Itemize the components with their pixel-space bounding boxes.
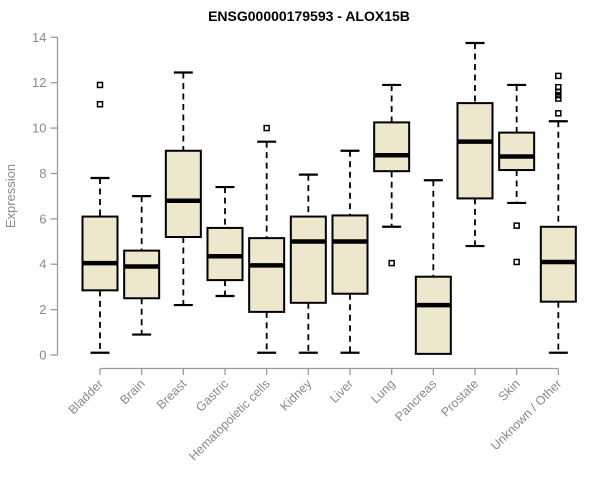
iqr-box — [206, 226, 244, 282]
x-tick-label: Prostate — [438, 377, 481, 420]
x-tick-label: Bladder — [66, 377, 106, 417]
iqr-box — [498, 131, 536, 172]
x-tick-label: Breast — [154, 376, 190, 412]
x-tick-label: Hematopoietic cells — [186, 377, 273, 464]
box-gastric — [206, 185, 244, 298]
y-tick-label: 12 — [32, 75, 46, 90]
y-axis-label: Expression — [3, 164, 18, 228]
iqr-box — [123, 249, 161, 300]
outlier-point — [555, 88, 562, 96]
iqr-box — [331, 214, 369, 295]
outlier-point — [388, 259, 395, 267]
y-tick-label: 0 — [39, 348, 46, 363]
outlier-point — [555, 110, 562, 117]
iqr-box — [414, 275, 452, 355]
x-tick-label: Brain — [117, 377, 148, 408]
box-skin — [498, 83, 536, 266]
box-unknown-other — [539, 72, 577, 354]
y-tick-label: 6 — [39, 211, 46, 226]
iqr-box — [164, 149, 202, 238]
x-tick-label: Kidney — [278, 376, 315, 413]
iqr-box — [539, 225, 577, 303]
iqr-box — [456, 102, 494, 200]
outlier-point — [513, 222, 520, 229]
outlier-point — [555, 91, 562, 99]
outlier-point — [555, 72, 562, 80]
box-brain — [123, 195, 161, 336]
iqr-box — [289, 215, 327, 304]
box-breast — [164, 71, 202, 307]
x-tick-label: Liver — [327, 377, 356, 406]
iqr-box — [248, 237, 286, 313]
plot-area: 0 2 4 6 8 10 12 14 Bladder Brain Breast GastricHema… — [32, 30, 577, 464]
box-kidney — [289, 173, 327, 354]
outlier-point — [263, 124, 270, 132]
box-prostate — [456, 41, 494, 248]
iqr-box — [81, 215, 119, 292]
y-tick-label: 2 — [39, 302, 46, 317]
box-pancreas — [414, 179, 452, 355]
y-tick-label: 14 — [32, 30, 46, 45]
chart-title: ENSG00000179593 - ALOX15B — [208, 8, 410, 24]
box-hematopoietic-cells — [248, 124, 286, 354]
y-tick-label: 8 — [39, 166, 46, 181]
outlier-point — [513, 258, 520, 266]
outlier-point — [555, 95, 562, 102]
x-tick-label: Pancreas — [392, 377, 439, 424]
y-tick-label: 10 — [32, 121, 46, 136]
box-bladder — [81, 81, 119, 354]
box-lung — [373, 83, 411, 267]
outlier-point — [96, 81, 104, 89]
x-tick-label: Skin — [496, 377, 523, 404]
x-tick-label: Gastric — [193, 377, 231, 415]
y-tick-label: 4 — [39, 257, 46, 272]
x-tick-label: Unknown / Other — [488, 377, 564, 453]
box-liver — [331, 149, 369, 354]
outlier-point — [96, 100, 104, 108]
x-tick-label: Lung — [368, 377, 398, 407]
iqr-box — [373, 121, 411, 173]
